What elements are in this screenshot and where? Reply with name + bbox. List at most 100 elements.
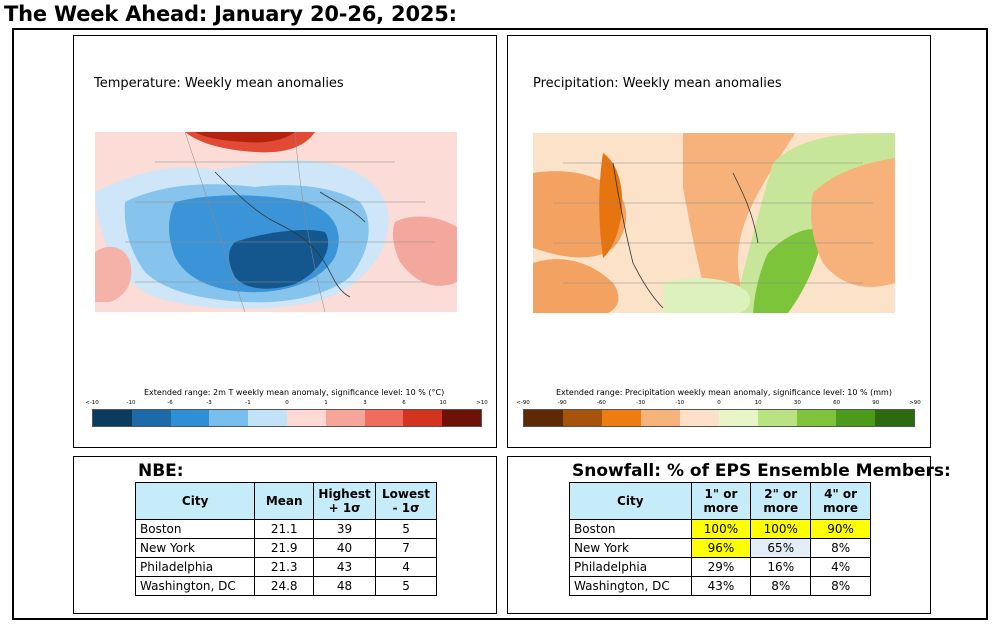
precipitation-colorbar-tick: 90 <box>872 400 880 406</box>
snowfall-panel: Snowfall: % of EPS Ensemble Members: Cit… <box>507 456 951 614</box>
temperature-map-graphic <box>95 132 457 312</box>
nbe-mean: 21.1 <box>254 519 315 539</box>
temperature-colorbar-swatch <box>131 410 171 426</box>
nbe-mean: 24.8 <box>254 576 315 596</box>
precipitation-colorbar-swatch <box>758 410 797 426</box>
snowfall-1in: 43% <box>690 576 752 596</box>
precipitation-colorbar-swatch <box>875 410 914 426</box>
precipitation-colorbar-swatch <box>836 410 875 426</box>
precipitation-colorbar-tick: 30 <box>793 400 801 406</box>
precipitation-map-graphic <box>533 133 895 313</box>
precipitation-colorbar-tick: -10 <box>675 400 685 406</box>
nbe-lowest: 7 <box>375 538 437 558</box>
temperature-colorbar-tick: >10 <box>476 400 488 406</box>
temperature-colorbar-tick: -10 <box>126 400 136 406</box>
nbe-lowest: 4 <box>375 557 437 577</box>
table-row: Boston 21.1 39 5 <box>134 519 437 539</box>
precipitation-panel-label: Precipitation: Weekly mean anomalies <box>533 76 782 91</box>
precipitation-colorbar-swatch <box>602 410 641 426</box>
temperature-colorbar-tick: 3 <box>363 400 367 406</box>
snowfall-header-row: City 1" or more 2" or more 4" or more <box>569 482 871 520</box>
temperature-colorbar-ticks: <-10 -10 -6 -3 -1 0 1 3 6 10 >10 <box>85 400 488 408</box>
temperature-colorbar-tick: -3 <box>206 400 212 406</box>
nbe-highest: 40 <box>313 538 377 558</box>
temperature-colorbar-tick: -1 <box>245 400 251 406</box>
page-title: The Week Ahead: January 20-26, 2025: <box>4 2 457 26</box>
precipitation-colorbar-swatch <box>563 410 602 426</box>
precipitation-colorbar-ticks: <-90 -90 -60 -30 -10 0 10 30 60 90 >90 <box>516 400 921 408</box>
temperature-colorbar-tick: 10 <box>439 400 447 406</box>
snowfall-header-4in: 4" or more <box>810 482 871 520</box>
precipitation-colorbar-tick: 60 <box>833 400 841 406</box>
snowfall-4in: 8% <box>810 538 871 558</box>
snowfall-city: Washington, DC <box>569 576 692 596</box>
precipitation-colorbar-tick: 10 <box>754 400 762 406</box>
precipitation-colorbar-tick: <-90 <box>516 400 530 406</box>
nbe-lowest: 5 <box>375 519 437 539</box>
snowfall-1in: 29% <box>690 557 752 577</box>
nbe-header-highest: Highest + 1σ <box>313 482 377 520</box>
temperature-anomaly-map <box>95 132 457 312</box>
temperature-colorbar-swatch <box>248 410 287 426</box>
table-row: Washington, DC 24.8 48 5 <box>134 576 437 596</box>
nbe-panel: NBE: City Mean Highest + 1σ Lowest - 1σ … <box>73 456 497 614</box>
snowfall-header-city: City <box>569 482 692 520</box>
temperature-colorbar-caption: Extended range: 2m T weekly mean anomaly… <box>144 388 445 397</box>
nbe-mean: 21.3 <box>254 557 315 577</box>
nbe-city: Philadelphia <box>134 557 256 577</box>
snowfall-city: Philadelphia <box>569 557 692 577</box>
table-row: Philadelphia 21.3 43 4 <box>134 557 437 577</box>
temperature-colorbar-tick: -6 <box>167 400 173 406</box>
snowfall-title: Snowfall: % of EPS Ensemble Members: <box>572 461 951 481</box>
snowfall-4in: 4% <box>810 557 871 577</box>
nbe-highest: 43 <box>313 557 377 577</box>
temperature-colorbar-swatch <box>170 410 210 426</box>
precipitation-colorbar-tick: -30 <box>636 400 646 406</box>
nbe-city: Boston <box>134 519 256 539</box>
temperature-colorbar-swatch <box>209 410 249 426</box>
precipitation-colorbar-caption: Extended range: Precipitation weekly mea… <box>556 388 892 397</box>
snowfall-city: New York <box>569 538 692 558</box>
nbe-header-city: City <box>134 482 256 520</box>
nbe-city: Washington, DC <box>134 576 256 596</box>
temperature-colorbar-swatch <box>364 410 404 426</box>
precipitation-colorbar-tick: >90 <box>909 400 921 406</box>
snowfall-2in: 65% <box>750 538 812 558</box>
temperature-colorbar-tick: 0 <box>285 400 289 406</box>
nbe-header-mean: Mean <box>254 482 315 520</box>
temperature-colorbar-swatch <box>325 410 365 426</box>
temperature-colorbar-swatch <box>442 410 481 426</box>
snowfall-4in: 90% <box>810 519 871 539</box>
temperature-colorbar-tick: 1 <box>324 400 328 406</box>
nbe-mean: 21.9 <box>254 538 315 558</box>
snowfall-2in: 16% <box>750 557 812 577</box>
table-row: Philadelphia 29% 16% 4% <box>569 557 871 577</box>
table-row: Washington, DC 43% 8% 8% <box>569 576 871 596</box>
snowfall-city: Boston <box>569 519 692 539</box>
precipitation-colorbar <box>523 409 915 427</box>
nbe-header-row: City Mean Highest + 1σ Lowest - 1σ <box>134 482 437 520</box>
nbe-city: New York <box>134 538 256 558</box>
nbe-highest: 39 <box>313 519 377 539</box>
nbe-highest: 48 <box>313 576 377 596</box>
temperature-panel-label: Temperature: Weekly mean anomalies <box>94 76 344 91</box>
snowfall-header-1in: 1" or more <box>690 482 752 520</box>
table-row: Boston 100% 100% 90% <box>569 519 871 539</box>
temperature-colorbar-swatch <box>403 410 443 426</box>
temperature-colorbar-swatch <box>93 410 132 426</box>
temperature-colorbar-tick: 6 <box>402 400 406 406</box>
nbe-table: City Mean Highest + 1σ Lowest - 1σ Bosto… <box>134 482 437 596</box>
table-row: New York 96% 65% 8% <box>569 538 871 558</box>
precipitation-colorbar-tick: -90 <box>557 400 567 406</box>
temperature-colorbar-tick: <-10 <box>85 400 99 406</box>
precipitation-colorbar-swatch <box>719 410 758 426</box>
snowfall-header-2in: 2" or more <box>750 482 812 520</box>
snowfall-4in: 8% <box>810 576 871 596</box>
precipitation-anomaly-map <box>533 133 895 313</box>
precipitation-colorbar-tick: -60 <box>596 400 606 406</box>
snowfall-1in: 96% <box>690 538 752 558</box>
temperature-colorbar <box>92 409 482 427</box>
temperature-panel: Temperature: Weekly mean anomalies Exten… <box>73 35 497 448</box>
nbe-header-lowest: Lowest - 1σ <box>375 482 437 520</box>
snowfall-2in: 100% <box>750 519 812 539</box>
